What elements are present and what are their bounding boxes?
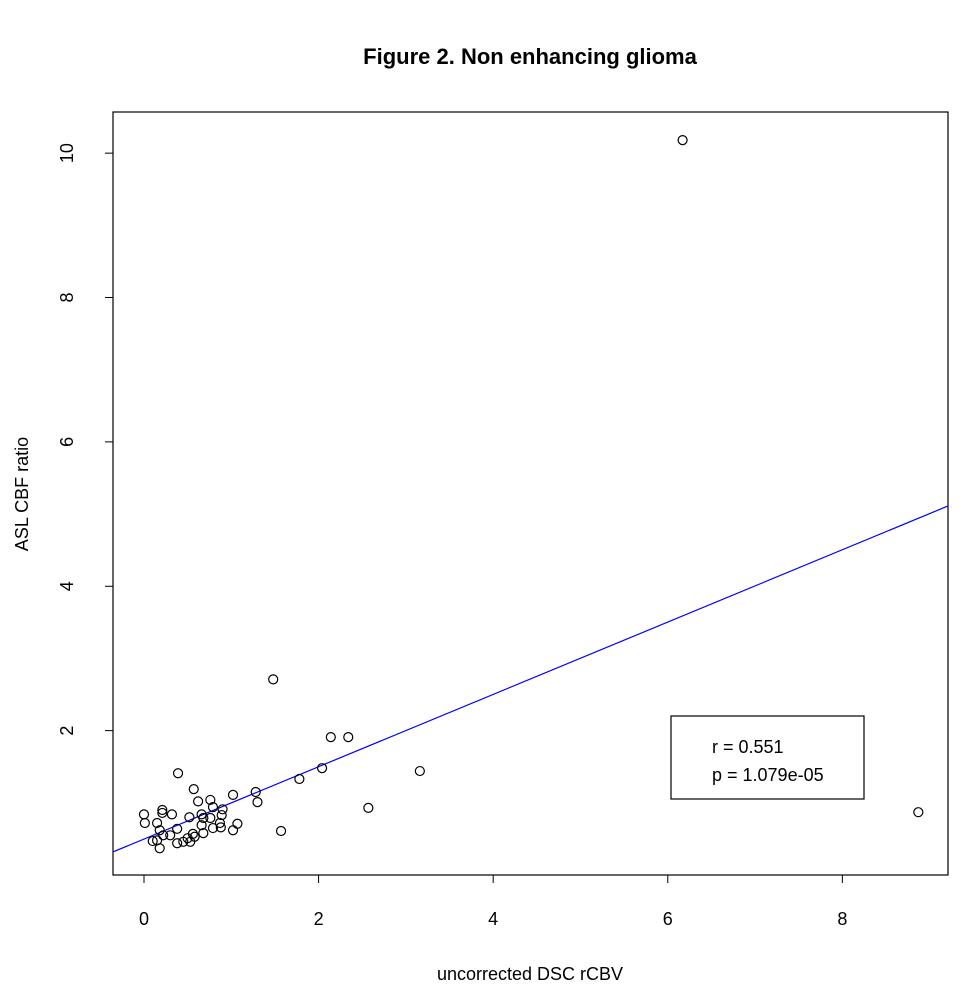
legend: r = 0.551 p = 1.079e-05 [670,715,865,800]
data-point [216,809,227,821]
data-point [166,809,178,820]
legend-p: p = 1.079e-05 [712,765,824,785]
data-point [184,812,195,823]
data-point [217,804,228,815]
data-point [215,822,226,833]
data-point [151,817,163,829]
data-point [147,835,158,847]
data-point [294,773,305,785]
data-point [227,825,239,836]
data-point [232,818,243,829]
x-axis: 0 2 4 6 8 [139,874,847,929]
y-axis-label: ASL CBF ratio [12,437,32,551]
data-point [198,828,209,839]
data-point [677,135,688,146]
y-tick-label: 4 [57,581,77,591]
data-points [138,135,924,854]
data-point [139,817,150,829]
data-point [154,843,165,854]
data-point [138,809,150,820]
data-point [325,732,336,743]
data-point [205,812,216,824]
data-point [157,804,168,816]
data-point [193,796,204,807]
data-point [185,836,196,847]
data-point [414,765,425,777]
y-tick-label: 2 [57,726,77,736]
y-tick-label: 10 [57,143,77,163]
y-axis: 2 4 6 8 10 [57,143,114,736]
y-tick-label: 8 [57,293,77,303]
data-point [316,763,328,774]
data-point [913,807,924,818]
chart-title: Figure 2. Non enhancing glioma [363,44,697,69]
data-point [172,768,184,779]
data-point [172,838,183,849]
data-point [268,674,279,685]
x-tick-label: 8 [837,909,847,929]
data-point [157,807,168,819]
data-point [343,732,354,743]
legend-r: r = 0.551 [712,737,784,757]
legend-box [670,715,865,800]
data-point [363,802,374,813]
data-point [250,786,261,798]
data-point [275,825,287,837]
x-axis-label: uncorrected DSC rCBV [437,964,623,984]
regression-line [113,505,948,853]
data-point [198,812,209,824]
data-point [154,825,165,836]
data-point [172,823,183,834]
data-point [165,830,176,841]
data-point [214,817,226,829]
y-tick-label: 6 [57,437,77,447]
data-point [205,794,216,806]
data-point [207,802,219,813]
x-tick-label: 4 [488,909,498,929]
data-point [196,820,207,831]
x-tick-label: 2 [314,909,324,929]
data-point [158,830,169,841]
data-point [227,789,239,800]
data-point [188,783,199,795]
x-tick-label: 0 [139,909,149,929]
data-point [207,822,219,834]
data-point [252,796,263,808]
x-tick-label: 6 [663,909,673,929]
